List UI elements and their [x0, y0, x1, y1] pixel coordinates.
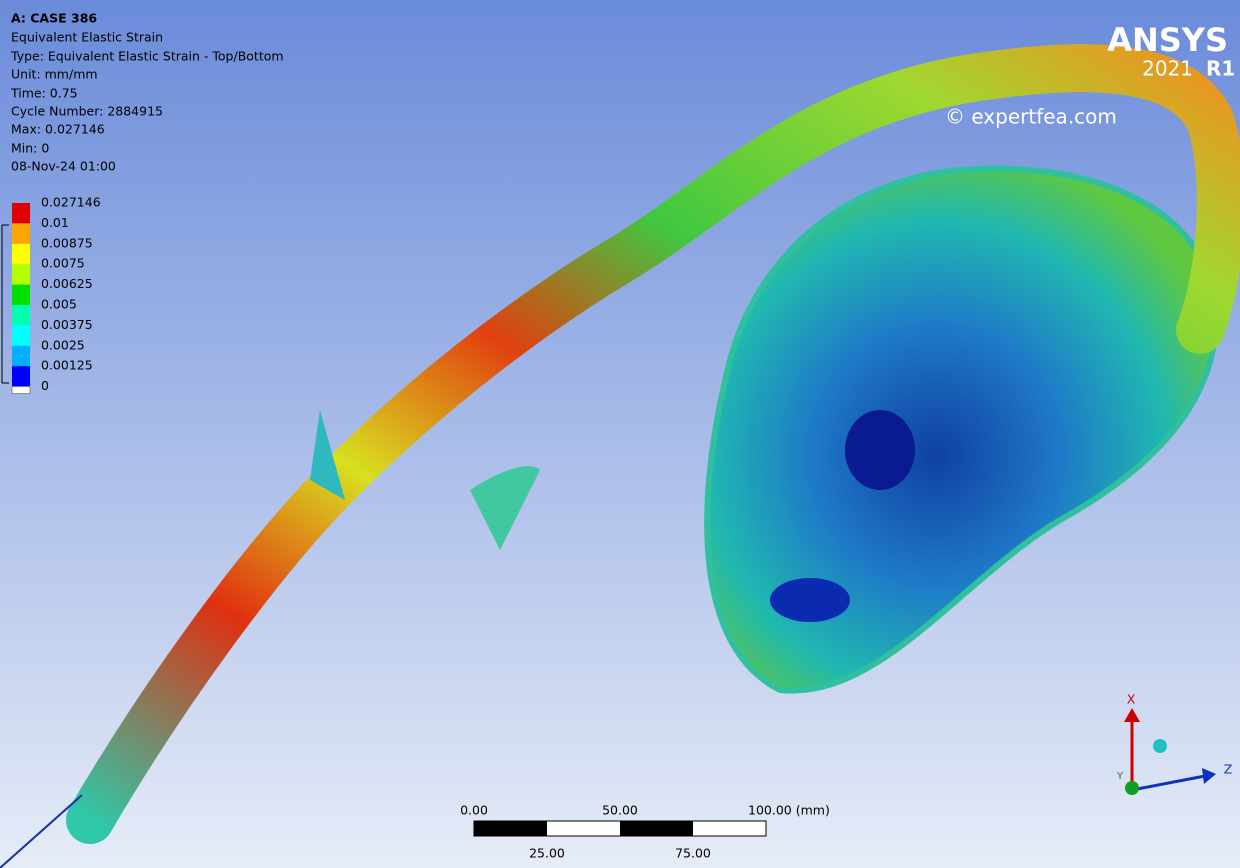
scale-segment	[620, 821, 693, 836]
case-title: A: CASE 386	[11, 11, 97, 26]
info-line: Type: Equivalent Elastic Strain - Top/Bo…	[10, 49, 284, 64]
legend-swatch	[12, 264, 30, 285]
info-line: Time: 0.75	[10, 86, 78, 101]
logo-version: 2021	[1142, 57, 1193, 81]
legend-label: 0	[41, 378, 49, 393]
scale-segment	[474, 821, 547, 836]
logo-release: R1	[1206, 57, 1235, 81]
axis-y: Y	[1116, 771, 1124, 782]
legend-swatch	[12, 366, 30, 387]
info-line: 08-Nov-24 01:00	[11, 159, 116, 174]
scale-bar: 0.00 50.00 100.00 (mm) 25.00 75.00	[460, 803, 830, 861]
legend-label: 0.027146	[41, 195, 101, 210]
legend-label: 0.0025	[41, 337, 85, 352]
info-line: Unit: mm/mm	[11, 67, 98, 82]
legend-swatch	[12, 243, 30, 265]
model	[0, 44, 1240, 868]
legend-label: 0.00625	[41, 276, 93, 291]
legend-label: 0.00875	[41, 235, 93, 250]
info-block: A: CASE 386 Equivalent Elastic Strain Ty…	[10, 11, 284, 174]
legend-swatch	[12, 223, 30, 244]
legend-swatch	[12, 305, 30, 326]
scale-label: 100.00 (mm)	[748, 803, 830, 818]
info-line: Min: 0	[11, 141, 49, 156]
legend-label: 0.0075	[41, 256, 85, 271]
info-line: Max: 0.027146	[11, 122, 105, 137]
legend-label: 0.00125	[41, 358, 93, 373]
legend-swatch	[12, 345, 30, 367]
legend-swatch	[11, 386, 31, 395]
legend-label: 0.01	[41, 215, 69, 230]
triad: X Y Z	[1116, 692, 1233, 795]
legend-swatch	[12, 203, 30, 224]
legend-swatch	[12, 284, 30, 305]
scale-label: 0.00	[460, 803, 488, 818]
watermark: © expertfea.com	[945, 105, 1117, 129]
scale-label: 50.00	[602, 803, 638, 818]
legend: 0.027146 0.01 0.00875 0.0075 0.00625 0.005 0.0…	[1, 195, 101, 395]
logo-brand: ANSYS	[1107, 21, 1228, 59]
axis-z: Z	[1224, 762, 1233, 777]
legend-label: 0.005	[41, 297, 77, 312]
legend-label: 0.00375	[41, 317, 93, 332]
scale-label: 25.00	[529, 846, 565, 861]
info-line: Equivalent Elastic Strain	[11, 30, 163, 45]
scale-label: 75.00	[675, 846, 711, 861]
axis-x: X	[1127, 692, 1136, 707]
info-line: Cycle Number: 2884915	[11, 104, 163, 119]
legend-swatch	[12, 325, 30, 346]
